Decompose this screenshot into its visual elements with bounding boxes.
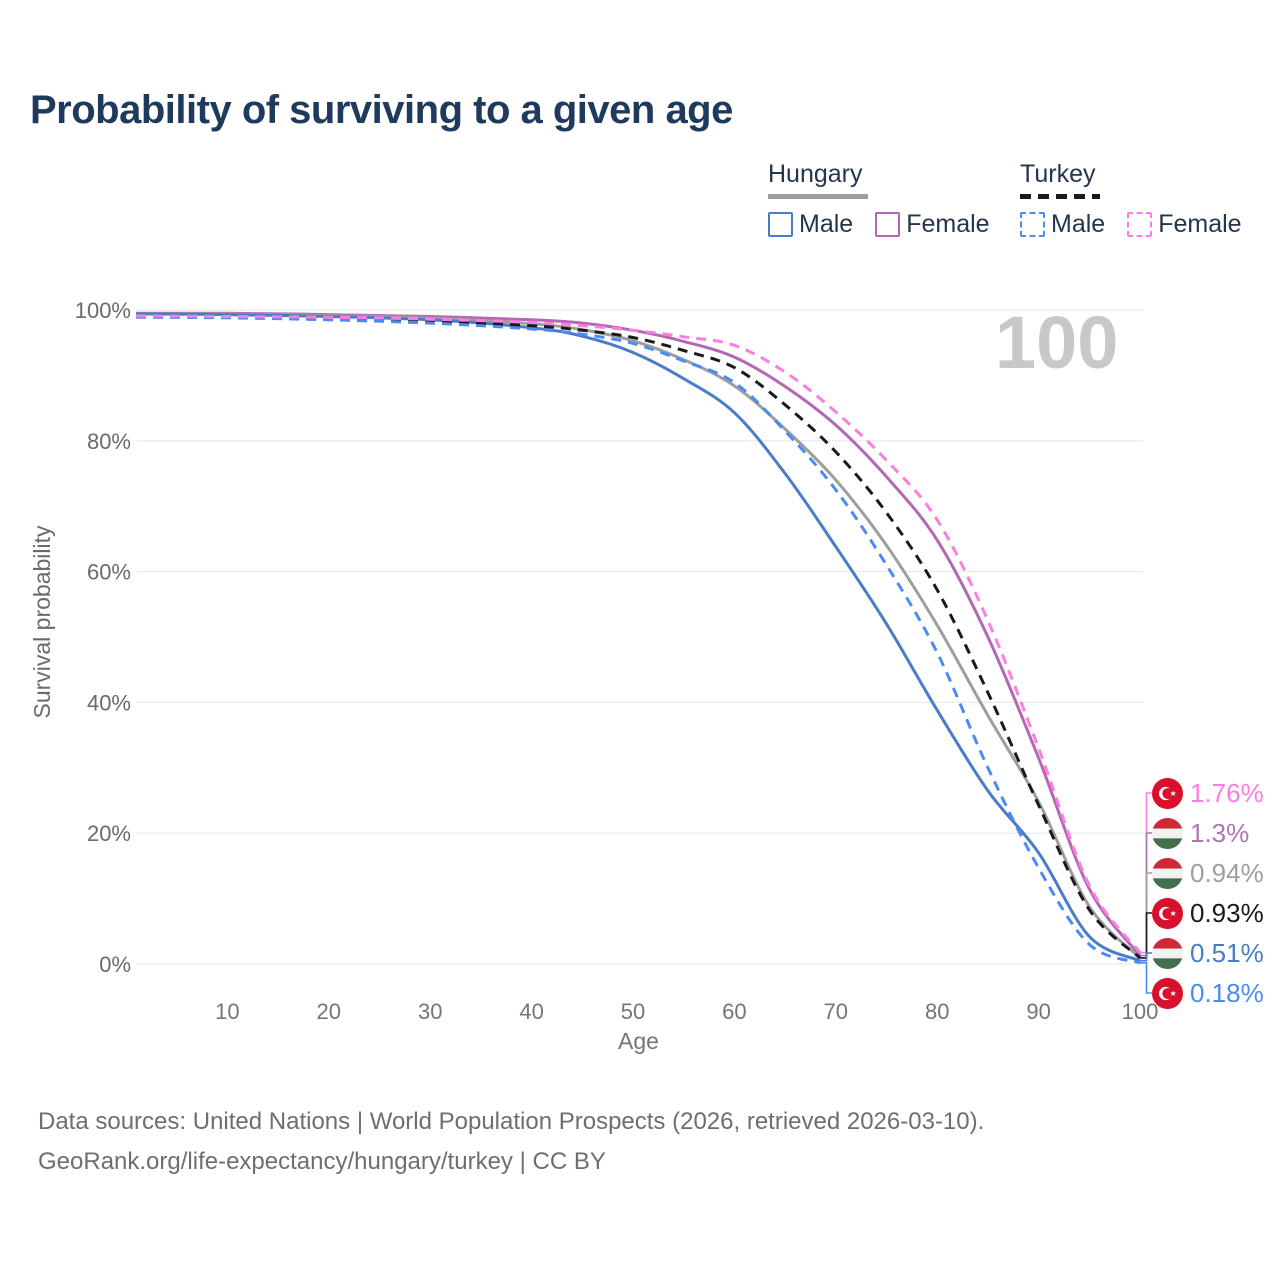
y-tick-label: 100% [75,298,131,323]
legend-turkey-male-label: Male [1051,210,1106,238]
end-label-hungary-total: 0.94% [1152,857,1264,889]
legend-item-hungary-female[interactable]: Female [875,210,990,239]
x-tick-label: 100 [1122,999,1159,1024]
legend-group-hungary: Hungary Male Female [768,160,990,239]
legend-turkey-label: Turkey [1020,160,1096,188]
legend-group-turkey: Turkey Male Female [1020,160,1242,239]
curve-hungary-female [136,311,1142,957]
hungary-flag-icon [1152,817,1183,849]
end-label-hungary-male: 0.51% [1152,937,1264,969]
end-label-value: 1.76% [1190,777,1264,808]
x-tick-label: 70 [824,999,848,1024]
legend-hungary-line-swatch [768,194,868,199]
age-counter-watermark: 100 [995,301,1119,384]
end-label-value: 0.18% [1190,977,1264,1008]
turkey-flag-icon [1152,777,1183,809]
curve-turkey-male [136,315,1141,965]
hungary-female-swatch-icon [875,212,901,237]
curve-hungary-total [136,312,1142,959]
end-label-turkey-total: 0.93% [1152,897,1264,929]
hungary-male-swatch-icon [768,212,793,237]
footer-attribution: GeoRank.org/life-expectancy/hungary/turk… [38,1148,606,1175]
end-label-connector-turkey-male [1140,962,1152,994]
end-label-value: 0.51% [1190,937,1264,968]
x-tick-label: 90 [1026,999,1050,1024]
hungary-flag-icon [1152,937,1183,969]
end-label-turkey-female: 1.76% [1152,777,1264,809]
curve-turkey-female [136,314,1142,954]
end-label-value: 0.94% [1190,857,1264,888]
x-tick-label: 50 [621,999,645,1024]
x-tick-label: 20 [317,999,341,1024]
end-label-connector-hungary-male [1140,952,1152,962]
legend-hungary-label: Hungary [768,160,863,188]
end-label-value: 1.3% [1190,817,1250,848]
x-tick-label: 80 [925,999,949,1024]
y-tick-label: 0% [99,952,131,977]
legend-item-turkey-male[interactable]: Male [1020,210,1105,239]
legend-turkey-female-label: Female [1158,210,1242,238]
turkey-flag-icon [1152,897,1183,929]
legend-hungary-male-label: Male [799,210,854,238]
turkey-female-swatch-icon [1127,212,1153,237]
turkey-flag-icon [1152,977,1183,1009]
curve-turkey-total [136,315,1142,960]
curve-hungary-male [136,312,1141,963]
x-tick-label: 40 [519,999,543,1024]
legend-hungary-female-label: Female [906,210,990,238]
end-label-connector-turkey-total [1140,912,1152,959]
page-title: Probability of surviving to a given age [30,88,733,132]
hungary-flag-icon [1152,857,1183,889]
legend-item-hungary-male[interactable]: Male [768,210,853,239]
end-label-value: 0.93% [1190,897,1264,928]
x-tick-label: 30 [418,999,442,1024]
y-axis-title: Survival probability [29,525,55,719]
x-tick-label: 60 [722,999,746,1024]
x-tick-label: 10 [215,999,239,1024]
y-tick-label: 40% [87,690,131,715]
end-label-hungary-female: 1.3% [1152,817,1249,849]
y-tick-label: 60% [87,560,131,585]
turkey-male-swatch-icon [1020,212,1045,237]
footer-data-sources: Data sources: United Nations | World Pop… [38,1108,985,1135]
x-axis-title: Age [618,1028,659,1054]
legend-turkey-line-swatch [1020,194,1100,199]
y-tick-label: 20% [87,821,131,846]
legend-item-turkey-female[interactable]: Female [1127,210,1242,239]
end-label-turkey-male: 0.18% [1152,977,1264,1009]
y-tick-label: 80% [87,429,131,454]
